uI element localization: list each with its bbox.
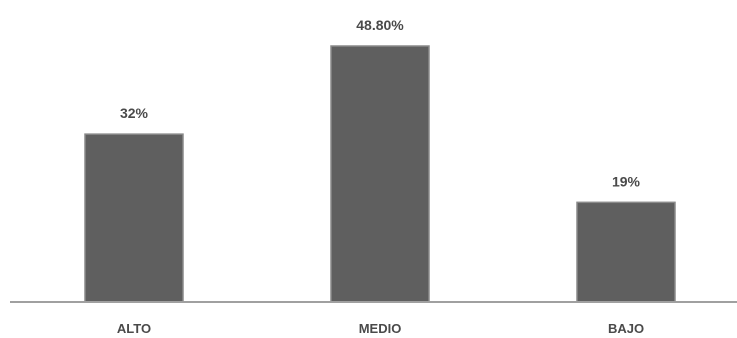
bar-bajo [576, 201, 676, 303]
x-tick-label-medio: MEDIO [359, 321, 402, 336]
x-tick-label-bajo: BAJO [608, 321, 644, 336]
bar-alto [84, 133, 184, 303]
data-labels-group: 32% 48.80% 19% [120, 17, 641, 189]
data-label-alto: 32% [120, 105, 149, 121]
data-label-medio: 48.80% [356, 17, 404, 33]
bars-group [84, 45, 676, 303]
data-label-bajo: 19% [612, 173, 641, 189]
x-tick-labels-group: ALTO MEDIO BAJO [117, 321, 644, 336]
x-tick-label-alto: ALTO [117, 321, 151, 336]
bar-medio [330, 45, 430, 303]
